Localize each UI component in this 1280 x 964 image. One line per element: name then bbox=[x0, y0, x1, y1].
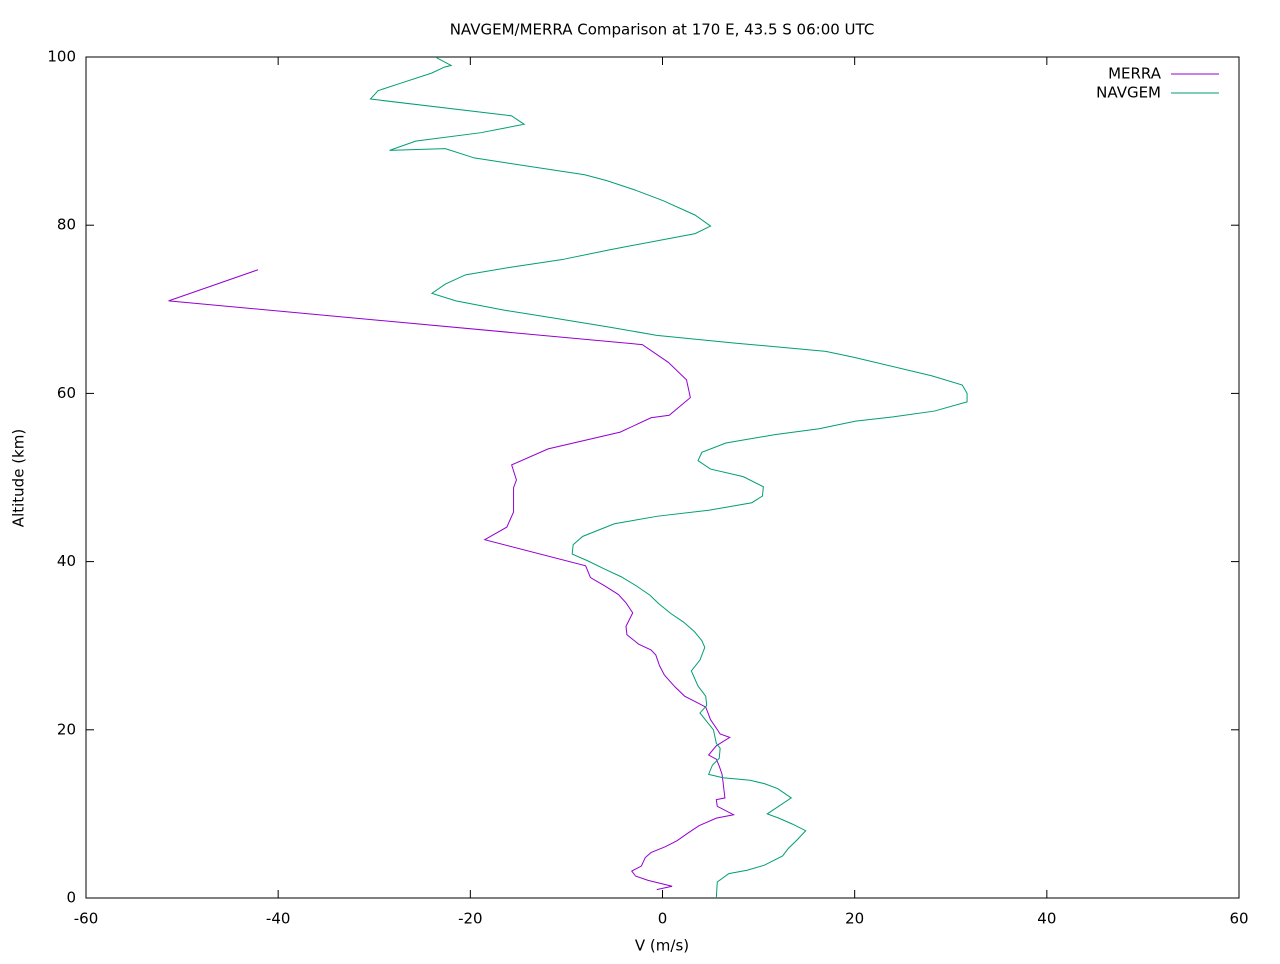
legend-label: NAVGEM bbox=[1096, 84, 1161, 102]
chart-title: NAVGEM/MERRA Comparison at 170 E, 43.5 S… bbox=[450, 21, 875, 39]
y-tick-label: 80 bbox=[57, 216, 76, 234]
y-tick-label: 0 bbox=[66, 889, 76, 907]
x-tick-label: -20 bbox=[458, 910, 483, 928]
x-axis-label: V (m/s) bbox=[635, 937, 689, 955]
y-tick-label: 40 bbox=[57, 552, 76, 570]
y-tick-label: 100 bbox=[47, 48, 76, 66]
x-tick-label: -40 bbox=[266, 910, 291, 928]
y-tick-label: 60 bbox=[57, 384, 76, 402]
legend-label: MERRA bbox=[1108, 65, 1162, 83]
y-axis-label: Altitude (km) bbox=[10, 429, 28, 527]
data-line bbox=[168, 269, 736, 891]
y-tick-label: 20 bbox=[57, 720, 76, 738]
x-tick-label: 40 bbox=[1037, 910, 1056, 928]
data-line bbox=[369, 57, 968, 899]
x-tick-label: 60 bbox=[1229, 910, 1248, 928]
x-tick-label: 20 bbox=[845, 910, 864, 928]
x-tick-label: 0 bbox=[658, 910, 668, 928]
x-tick-label: -60 bbox=[74, 910, 99, 928]
